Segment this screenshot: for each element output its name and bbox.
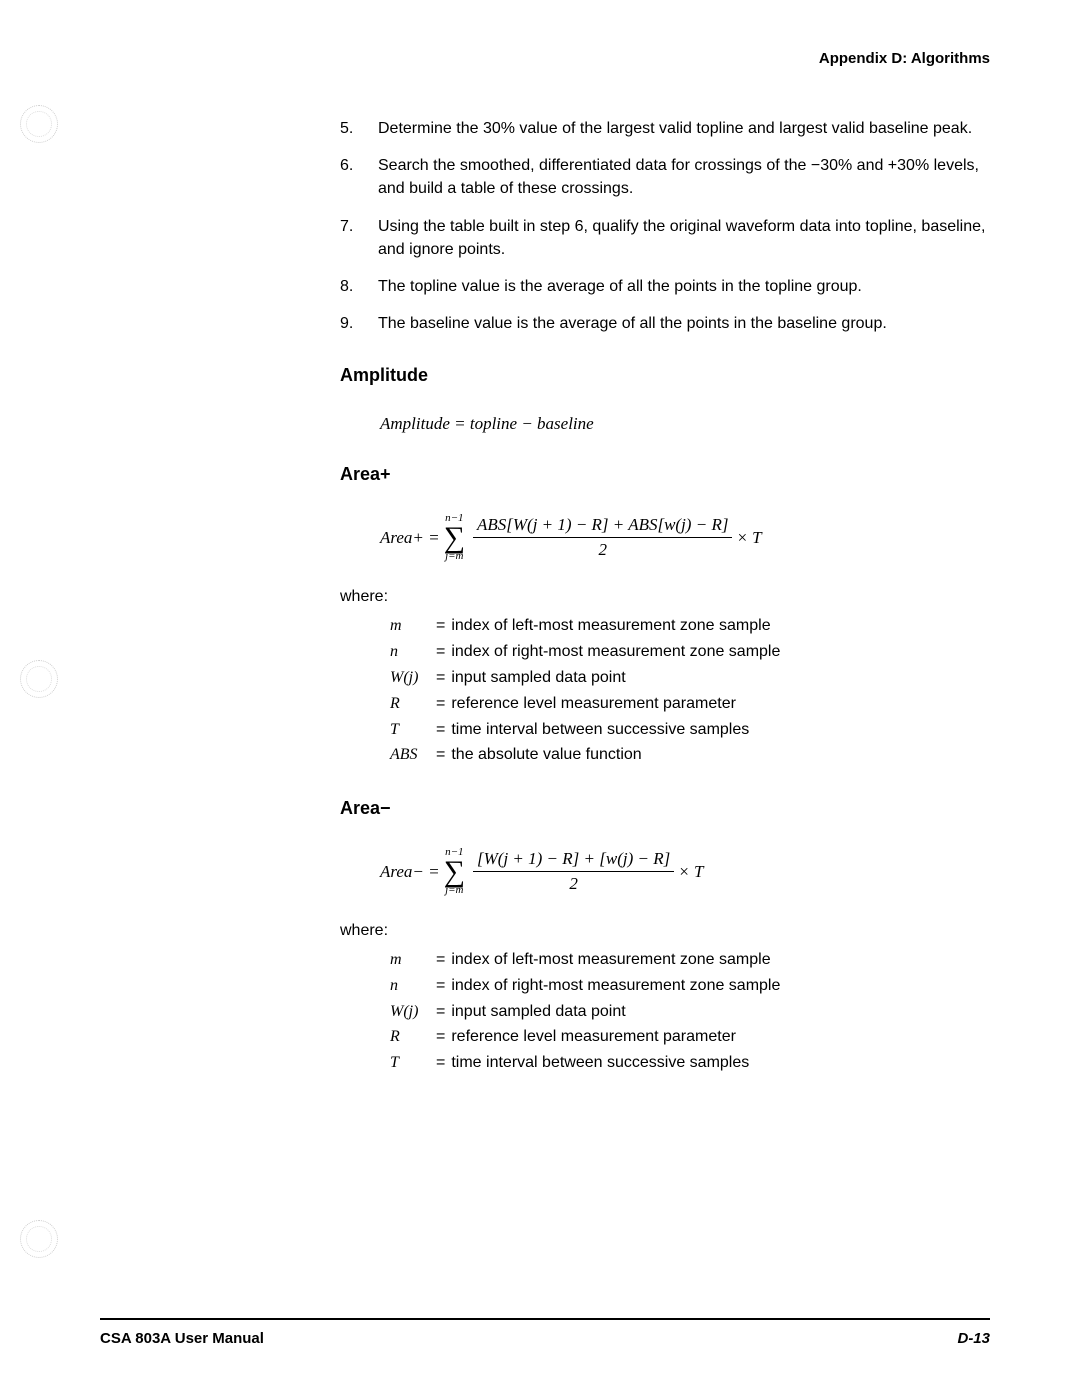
step-6: 6. Search the smoothed, differentiated d…: [340, 154, 990, 200]
def-eq: =: [436, 692, 445, 717]
sigma: n−1 ∑ j=m: [444, 513, 465, 562]
def-sym: W(j): [390, 666, 436, 691]
def-sym: m: [390, 948, 436, 973]
step-5: 5. Determine the 30% value of the larges…: [340, 117, 990, 140]
def-txt: input sampled data point: [451, 1000, 625, 1025]
def-sym: n: [390, 974, 436, 999]
footer-right: D-13: [957, 1330, 990, 1347]
def-row: n=index of right-most measurement zone s…: [390, 640, 990, 665]
formula-tail: × T: [736, 528, 761, 548]
def-eq: =: [436, 743, 445, 768]
step-number: 8.: [340, 275, 368, 298]
frac-bot: 2: [569, 872, 578, 894]
def-sym: n: [390, 640, 436, 665]
where-label: where:: [340, 922, 990, 940]
def-eq: =: [436, 718, 445, 743]
def-eq: =: [436, 974, 445, 999]
def-eq: =: [436, 640, 445, 665]
def-eq: =: [436, 1025, 445, 1050]
where-label: where:: [340, 588, 990, 606]
step-number: 5.: [340, 117, 368, 140]
formula-lhs: Area− =: [380, 862, 440, 882]
def-row: m=index of left-most measurement zone sa…: [390, 614, 990, 639]
sigma-bot: j=m: [445, 885, 463, 896]
binding-mark-top: [20, 105, 56, 141]
step-text: The baseline value is the average of all…: [378, 312, 887, 335]
def-txt: index of right-most measurement zone sam…: [451, 974, 780, 999]
def-row: T=time interval between successive sampl…: [390, 718, 990, 743]
area-plus-heading: Area+: [340, 464, 990, 485]
def-sym: R: [390, 1025, 436, 1050]
def-txt: time interval between successive samples: [451, 718, 749, 743]
step-text: The topline value is the average of all …: [378, 275, 862, 298]
step-9: 9. The baseline value is the average of …: [340, 312, 990, 335]
def-row: R=reference level measurement parameter: [390, 1025, 990, 1050]
sigma: n−1 ∑ j=m: [444, 847, 465, 896]
def-txt: reference level measurement parameter: [451, 1025, 736, 1050]
def-sym: W(j): [390, 1000, 436, 1025]
def-txt: input sampled data point: [451, 666, 625, 691]
formula-lhs: Area+ =: [380, 528, 440, 548]
fraction: ABS[W(j + 1) − R] + ABS[w(j) − R] 2: [473, 515, 732, 560]
def-row: W(j)=input sampled data point: [390, 666, 990, 691]
def-sym: T: [390, 1051, 436, 1076]
def-sym: ABS: [390, 743, 436, 768]
area-minus-heading: Area−: [340, 798, 990, 819]
step-number: 9.: [340, 312, 368, 335]
def-txt: time interval between successive samples: [451, 1051, 749, 1076]
frac-top: [W(j + 1) − R] + [w(j) − R]: [473, 849, 674, 872]
def-eq: =: [436, 614, 445, 639]
frac-bot: 2: [598, 538, 607, 560]
def-eq: =: [436, 666, 445, 691]
amplitude-formula: Amplitude = topline − baseline: [380, 414, 990, 434]
frac-top: ABS[W(j + 1) − R] + ABS[w(j) − R]: [473, 515, 732, 538]
def-sym: m: [390, 614, 436, 639]
step-text: Using the table built in step 6, qualify…: [378, 215, 990, 261]
def-txt: reference level measurement parameter: [451, 692, 736, 717]
def-row: n=index of right-most measurement zone s…: [390, 974, 990, 999]
area-minus-formula: Area− = n−1 ∑ j=m [W(j + 1) − R] + [w(j)…: [380, 847, 990, 896]
sigma-symbol: ∑: [444, 524, 465, 551]
def-txt: the absolute value function: [451, 743, 641, 768]
def-eq: =: [436, 948, 445, 973]
def-sym: R: [390, 692, 436, 717]
footer-left: CSA 803A User Manual: [100, 1330, 264, 1347]
binding-mark-bot: [20, 1220, 56, 1256]
step-number: 7.: [340, 215, 368, 261]
page-container: Appendix D: Algorithms 5. Determine the …: [0, 0, 1080, 1397]
step-text: Determine the 30% value of the largest v…: [378, 117, 972, 140]
def-row: R=reference level measurement parameter: [390, 692, 990, 717]
sigma-bot: j=m: [445, 551, 463, 562]
fraction: [W(j + 1) − R] + [w(j) − R] 2: [473, 849, 674, 894]
formula-tail: × T: [678, 862, 703, 882]
page-header: Appendix D: Algorithms: [100, 50, 990, 67]
step-8: 8. The topline value is the average of a…: [340, 275, 990, 298]
area-plus-formula: Area+ = n−1 ∑ j=m ABS[W(j + 1) − R] + AB…: [380, 513, 990, 562]
def-row: m=index of left-most measurement zone sa…: [390, 948, 990, 973]
def-eq: =: [436, 1051, 445, 1076]
def-row: W(j)=input sampled data point: [390, 1000, 990, 1025]
def-row: ABS=the absolute value function: [390, 743, 990, 768]
step-number: 6.: [340, 154, 368, 200]
def-txt: index of right-most measurement zone sam…: [451, 640, 780, 665]
sigma-symbol: ∑: [444, 858, 465, 885]
def-txt: index of left-most measurement zone samp…: [451, 614, 770, 639]
def-row: T=time interval between successive sampl…: [390, 1051, 990, 1076]
def-eq: =: [436, 1000, 445, 1025]
step-7: 7. Using the table built in step 6, qual…: [340, 215, 990, 261]
step-text: Search the smoothed, differentiated data…: [378, 154, 990, 200]
def-sym: T: [390, 718, 436, 743]
def-txt: index of left-most measurement zone samp…: [451, 948, 770, 973]
amplitude-heading: Amplitude: [340, 365, 990, 386]
page-footer: CSA 803A User Manual D-13: [100, 1318, 990, 1347]
binding-mark-mid: [20, 660, 56, 696]
area-plus-defs: m=index of left-most measurement zone sa…: [390, 614, 990, 768]
area-minus-defs: m=index of left-most measurement zone sa…: [390, 948, 990, 1076]
main-content: 5. Determine the 30% value of the larges…: [340, 117, 990, 1318]
